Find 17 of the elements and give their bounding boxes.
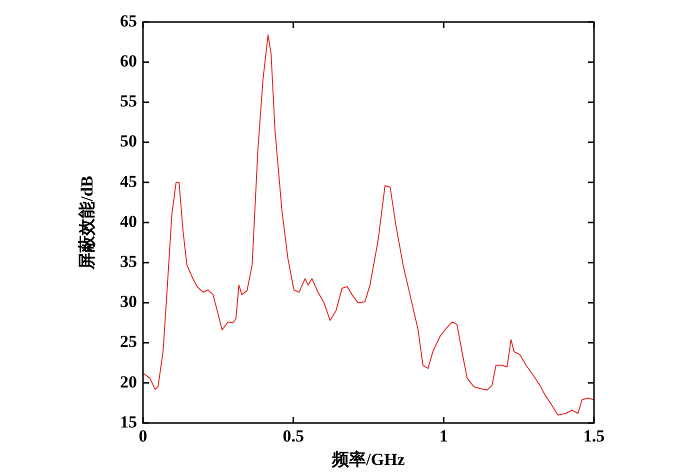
y-tick-label: 40 [120, 212, 137, 231]
x-tick-label: 1.5 [583, 426, 605, 446]
y-tick-label: 35 [120, 252, 137, 271]
y-tick-label: 20 [120, 372, 137, 392]
y-tick-label: 65 [120, 11, 137, 30]
x-tick-label: 0.5 [282, 426, 304, 446]
y-tick-label: 60 [120, 51, 137, 70]
y-tick-label: 50 [120, 132, 137, 151]
y-tick-label: 30 [120, 292, 137, 312]
x-tick-label: 0 [138, 426, 148, 446]
y-axis-title: 屏蔽效能/dB [78, 176, 97, 270]
x-axis-title: 频率/GHz [331, 450, 406, 470]
x-tick-label: 1 [439, 426, 448, 446]
y-tick-label: 45 [120, 172, 137, 191]
y-tick-label: 55 [120, 92, 137, 111]
y-tick-label: 15 [120, 412, 137, 432]
y-tick-label: 25 [120, 332, 137, 352]
